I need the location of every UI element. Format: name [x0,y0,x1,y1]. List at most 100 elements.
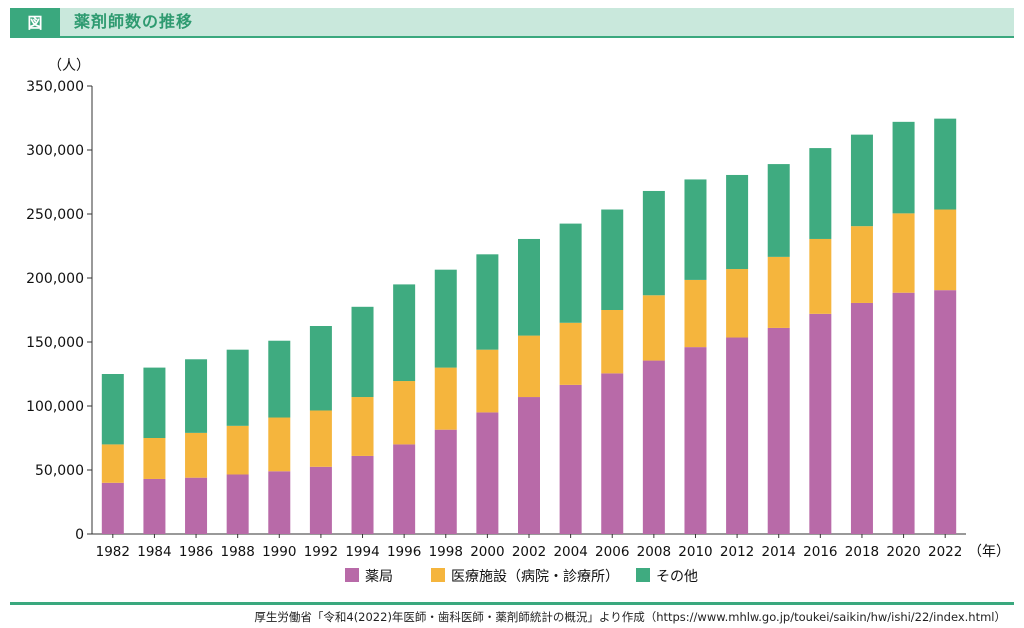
bar-segment-pharmacy [642,360,665,534]
bar-segment-pharmacy [351,455,374,534]
bar-segment-other [518,238,540,336]
bar-segment-other [601,209,624,310]
legend-item-medical-facility: 医療施設（病院・診療所） [451,568,619,585]
x-tick-label: 2020 [886,544,920,560]
bar-segment-medical-facility [684,279,707,348]
bar-segment-pharmacy [601,373,624,534]
bar-segment-medical-facility [934,209,957,291]
x-tick-label: 2008 [637,544,671,560]
bar-segment-pharmacy [434,429,457,534]
bottom-rule [10,602,1014,605]
bar-segment-other [767,164,790,257]
bar-segment-pharmacy [476,412,499,534]
bar-segment-pharmacy [809,313,832,534]
bar-segment-medical-facility [809,238,832,314]
x-tick-label: 2014 [762,544,796,560]
bar-segment-medical-facility [476,349,499,413]
bars [101,118,957,534]
legend: 薬局 医療施設（病院・診療所） その他 [345,568,698,585]
bar-segment-pharmacy [892,292,915,534]
legend-item-pharmacy: 薬局 [365,569,393,585]
figure-badge: 図 [10,8,60,36]
legend-swatch [345,568,359,582]
bar-segment-medical-facility [642,295,665,361]
bar-segment-other [185,359,208,433]
bar-segment-pharmacy [518,397,540,534]
x-tick-label: 2018 [845,544,879,560]
source-note: 厚生労働省「令和4(2022)年医師・歯科医師・薬剤師統計の概況」より作成（ht… [254,610,1006,624]
x-tick-label: 2000 [470,544,504,560]
x-tick-label: 2006 [595,544,629,560]
bar-segment-medical-facility [892,213,915,293]
bar-segment-medical-facility [309,410,332,467]
bar-segment-medical-facility [351,397,374,456]
bar-segment-medical-facility [559,322,582,385]
header-bar [10,8,1014,36]
y-tick-label: 100,000 [26,399,84,415]
x-axis-unit: （年） [968,544,1010,560]
x-tick-label: 1992 [304,544,338,560]
x-tick-label: 1988 [220,544,254,560]
figure-title: 薬剤師数の推移 [74,12,194,31]
bar-segment-other [476,254,499,350]
stacked-bar-chart: 0 50,000 100,000 150,000 200,000 250,000 300,0… [26,58,1010,585]
bar-segment-pharmacy [226,474,249,534]
bar-segment-medical-facility [226,425,249,475]
bar-segment-other [809,148,832,239]
bar-segment-pharmacy [101,482,124,534]
bar-segment-other [934,118,957,210]
header-rule [10,36,1014,38]
x-tick-label: 2012 [720,544,754,560]
bar-segment-pharmacy [684,347,707,534]
x-tick-label: 1996 [387,544,421,560]
bar-segment-other [268,340,291,418]
bar-segment-medical-facility [601,310,624,374]
x-tick-label: 1990 [262,544,296,560]
x-tick-label: 2016 [803,544,837,560]
bar-segment-pharmacy [850,302,873,534]
x-tick-label: 1984 [137,544,171,560]
bar-segment-other [101,374,124,445]
bar-segment-pharmacy [559,384,582,534]
x-tick-label: 1998 [429,544,463,560]
bar-segment-medical-facility [143,438,166,479]
y-tick-label: 250,000 [26,207,84,223]
bar-segment-other [351,306,374,398]
bar-segment-medical-facility [101,444,124,483]
bar-segment-medical-facility [393,381,416,445]
y-tick-label: 0 [75,527,84,543]
y-tick-label: 300,000 [26,143,84,159]
bar-segment-pharmacy [268,471,291,534]
bar-segment-medical-facility [767,256,790,328]
y-tick-label: 350,000 [26,79,84,95]
bar-segment-medical-facility [850,226,873,303]
bar-segment-other [559,223,582,323]
bar-segment-pharmacy [726,337,749,534]
bar-segment-other [143,367,166,438]
y-axis-unit: （人） [48,58,90,74]
bar-segment-other [684,179,707,280]
bar-segment-pharmacy [767,327,790,534]
legend-swatch [636,568,650,582]
bar-segment-pharmacy [934,290,957,534]
bar-segment-medical-facility [268,417,291,472]
x-tick-label: 2022 [928,544,962,560]
y-tick-label: 150,000 [26,335,84,351]
bar-segment-medical-facility [434,367,457,430]
bar-segment-pharmacy [309,466,332,534]
bar-segment-other [393,284,416,382]
x-tick-label: 1986 [179,544,213,560]
legend-swatch [431,568,445,582]
bar-segment-pharmacy [393,444,416,534]
y-tick-label: 50,000 [35,463,84,479]
bar-segment-other [892,121,915,214]
bar-segment-other [309,326,332,411]
x-tick-label: 2004 [553,544,587,560]
x-tick-label: 1994 [345,544,379,560]
bar-segment-medical-facility [726,269,749,338]
bar-segment-other [226,349,249,426]
bar-segment-other [726,174,749,270]
bar-segment-other [434,269,457,368]
bar-segment-medical-facility [518,335,540,398]
